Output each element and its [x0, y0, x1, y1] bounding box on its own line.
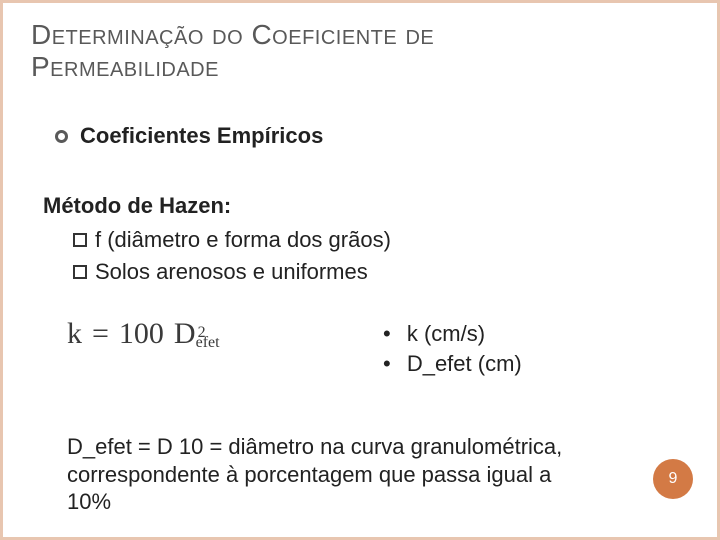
- slide-title: Determinação do Coeficiente de Permeabil…: [31, 19, 689, 83]
- formula-dvar: D: [174, 317, 196, 351]
- bullet-text: Solos arenosos e uniformes: [95, 259, 368, 285]
- page-number: 9: [669, 470, 678, 488]
- title-line-1: Determinação do Coeficiente de: [31, 19, 689, 51]
- list-item: f (diâmetro e forma dos grãos): [73, 227, 391, 253]
- subheading-text: Coeficientes Empíricos: [80, 123, 323, 149]
- page-number-badge: 9: [653, 459, 693, 499]
- definition-text: D_efet = D 10 = diâmetro na curva granul…: [67, 433, 597, 516]
- dot-bullet-icon: •: [383, 351, 391, 376]
- bullet-text: f (diâmetro e forma dos grãos): [95, 227, 391, 253]
- list-item: Solos arenosos e uniformes: [73, 259, 391, 285]
- formula-eq: =: [92, 317, 109, 351]
- dot-bullet-icon: •: [383, 321, 391, 346]
- square-bullet-icon: [73, 265, 87, 279]
- slide-frame: Determinação do Coeficiente de Permeabil…: [0, 0, 720, 540]
- subheading-row: Coeficientes Empíricos: [55, 123, 323, 149]
- title-line-2: Permeabilidade: [31, 51, 689, 83]
- list-item: • D_efet (cm): [383, 351, 522, 377]
- ring-bullet-icon: [55, 130, 68, 143]
- square-bullet-icon: [73, 233, 87, 247]
- formula-coef: 100: [119, 317, 164, 351]
- formula-sub: efet: [196, 334, 220, 352]
- formula: k = 100 D 2 efet: [67, 317, 220, 351]
- list-item: • k (cm/s): [383, 321, 522, 347]
- units-list: • k (cm/s) • D_efet (cm): [383, 321, 522, 381]
- formula-lhs: k: [67, 317, 82, 351]
- method-bullets: f (diâmetro e forma dos grãos) Solos are…: [73, 227, 391, 291]
- method-label: Método de Hazen:: [43, 193, 231, 219]
- unit-text: k (cm/s): [407, 321, 485, 346]
- unit-text: D_efet (cm): [407, 351, 522, 376]
